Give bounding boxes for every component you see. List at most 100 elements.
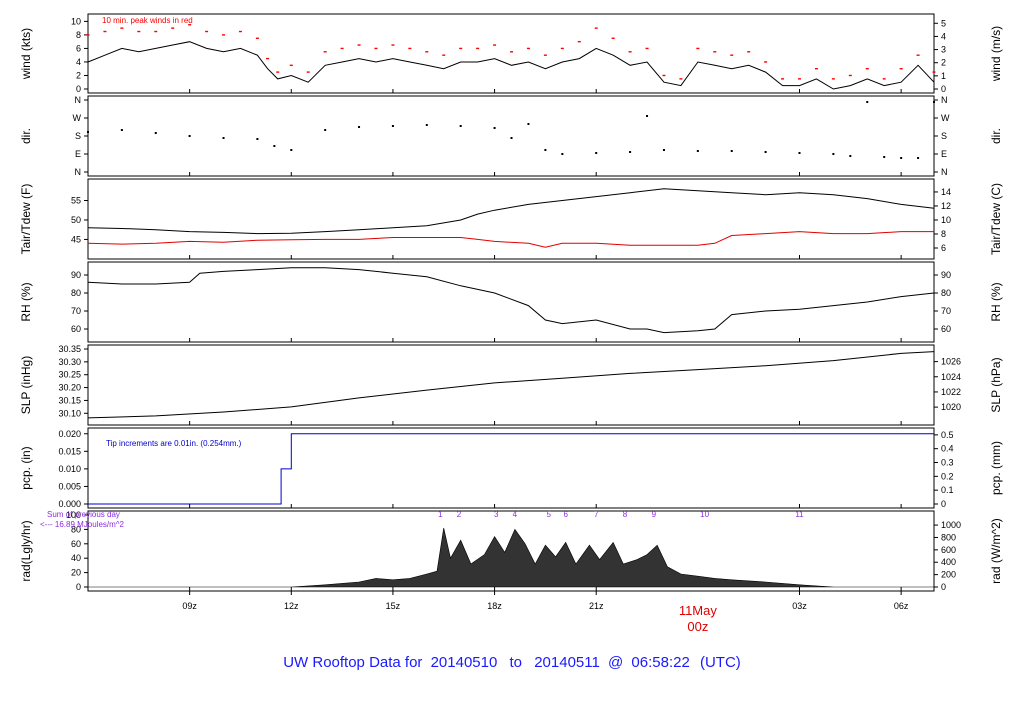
ylabel-right-dir: dir.: [989, 128, 1003, 144]
rad-hour-mark: 2: [457, 510, 462, 519]
right-tick-label-dir: W: [941, 113, 950, 123]
peak-wind-mark: [865, 68, 869, 70]
left-tick-label-slp: 30.35: [58, 344, 81, 354]
footer-tz: (UTC): [700, 654, 741, 671]
ylabel-right-rh: RH (%): [989, 282, 1003, 321]
peak-winds-note: 10 min. peak winds in red: [102, 16, 193, 25]
ylabel-right-slp: SLP (hPa): [989, 357, 1003, 412]
dir-point: [188, 135, 191, 137]
ylabel-left-temp: Tair/Tdew (F): [19, 184, 33, 255]
dir-point: [764, 151, 767, 153]
dir-point: [256, 138, 259, 140]
left-tick-label-wind: 10: [71, 16, 81, 26]
peak-wind-mark: [848, 74, 852, 77]
left-tick-label-rad: 100: [66, 510, 81, 520]
peak-wind-mark: [323, 51, 327, 53]
peak-wind-mark: [103, 30, 107, 33]
time-axis-label: 06z: [894, 601, 909, 611]
rad-sum-label: Sum of previous day: [47, 510, 120, 519]
rad-sum-value: <--- 16.89 MJoules/m^2: [40, 520, 125, 529]
dir-point: [527, 123, 530, 125]
left-tick-label-dir: N: [75, 95, 82, 105]
rad-hour-mark: 9: [652, 510, 657, 519]
right-tick-label-rh: 80: [941, 288, 951, 298]
left-tick-label-pcp: 0.020: [58, 429, 81, 439]
right-tick-label-rad: 0: [941, 582, 946, 592]
left-tick-label-wind: 8: [76, 30, 81, 40]
right-tick-label-temp: 14: [941, 187, 951, 197]
dir-point: [917, 157, 920, 159]
dir-point: [900, 157, 903, 159]
peak-wind-mark: [679, 78, 683, 80]
left-tick-label-rad: 60: [71, 539, 81, 549]
peak-wind-mark: [747, 51, 751, 53]
peak-wind-mark: [645, 47, 649, 50]
right-tick-label-rh: 60: [941, 324, 951, 334]
peak-wind-mark: [238, 30, 242, 33]
right-tick-label-dir: E: [941, 149, 947, 159]
right-tick-label-rad: 600: [941, 545, 956, 555]
right-tick-label-wind: 0: [941, 84, 946, 94]
footer-title: UW Rooftop Data for 20140510 to 20140511…: [283, 654, 741, 671]
dir-point: [798, 152, 801, 154]
peak-wind-mark: [916, 54, 920, 56]
peak-wind-mark: [442, 54, 446, 56]
right-tick-label-temp: 6: [941, 243, 946, 253]
peak-wind-mark: [764, 61, 768, 63]
right-tick-label-temp: 10: [941, 215, 951, 225]
dir-point: [933, 101, 935, 103]
dir-point: [290, 149, 293, 151]
left-tick-label-temp: 45: [71, 234, 81, 244]
tip-increment-note: Tip increments are 0.01in. (0.254mm.): [106, 439, 242, 448]
dir-point: [561, 153, 564, 155]
ylabel-left-dir: dir.: [19, 128, 33, 144]
footer-prefix: UW Rooftop Data for: [283, 654, 422, 671]
time-axis-label: 18z: [487, 601, 502, 611]
ylabel-left-slp: SLP (inHg): [19, 356, 33, 414]
left-tick-label-rh: 90: [71, 270, 81, 280]
left-tick-label-rad: 40: [71, 553, 81, 563]
dir-point: [154, 132, 157, 134]
peak-wind-mark: [340, 47, 344, 50]
footer-start-date: 20140510: [431, 654, 498, 671]
peak-wind-mark: [255, 37, 259, 39]
left-tick-label-rh: 70: [71, 306, 81, 316]
left-tick-label-temp: 55: [71, 196, 81, 206]
right-tick-label-pcp: 0.5: [941, 430, 954, 440]
series-line-tair: [87, 188, 935, 235]
rad-hour-mark: 10: [700, 510, 709, 519]
peak-wind-mark: [696, 47, 700, 50]
footer-time: 06:58:22: [631, 654, 689, 671]
left-tick-label-pcp: 0.005: [58, 481, 81, 491]
peak-wind-mark: [577, 40, 581, 43]
right-tick-label-wind: 3: [941, 45, 946, 55]
rad-hour-mark: 11: [795, 510, 804, 519]
right-tick-label-dir: S: [941, 131, 947, 141]
series-line-wind: [87, 41, 935, 90]
time-axis-label: 12z: [284, 601, 299, 611]
dir-point: [459, 125, 462, 127]
right-tick-label-wind: 1: [941, 71, 946, 81]
right-tick-label-wind: 5: [941, 18, 946, 28]
right-tick-label-pcp: 0.3: [941, 458, 954, 468]
panel-frame-pcp: [87, 427, 935, 509]
dir-point: [730, 150, 733, 152]
peak-wind-mark: [276, 71, 280, 73]
peak-wind-mark: [137, 30, 141, 33]
dir-point: [696, 150, 699, 152]
left-tick-label-pcp: 0.010: [58, 464, 81, 474]
dir-point: [425, 124, 428, 126]
panel-frame-rad: [87, 510, 935, 592]
peak-wind-mark: [374, 47, 378, 50]
right-tick-label-pcp: 0: [941, 499, 946, 509]
right-tick-label-rh: 70: [941, 306, 951, 316]
dir-point: [273, 145, 276, 147]
series-line-slp: [87, 351, 935, 419]
time-axis-label: 09z: [182, 601, 197, 611]
day-label-date: 11May: [679, 603, 718, 618]
peak-wind-mark: [713, 51, 717, 53]
right-tick-label-rad: 400: [941, 557, 956, 567]
time-axis-label: 21z: [589, 601, 604, 611]
series-line-pcp: [88, 433, 934, 505]
